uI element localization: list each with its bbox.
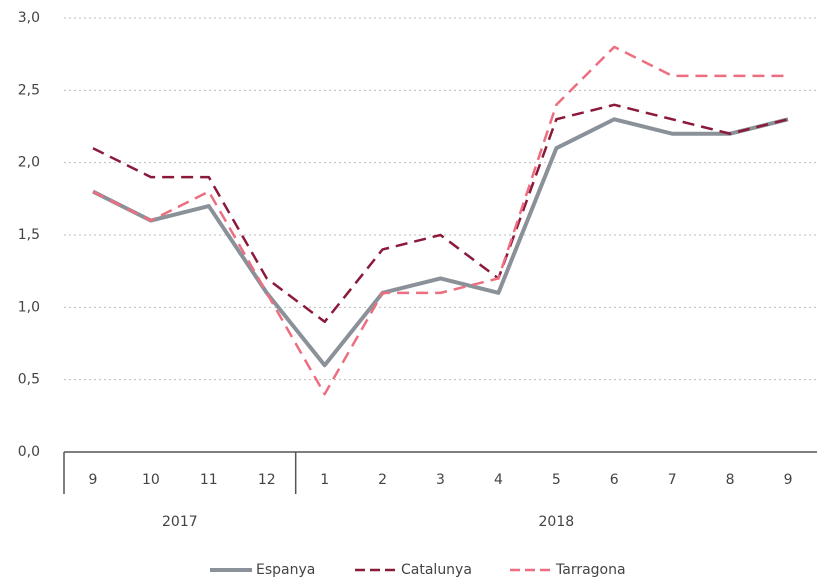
y-tick-label: 0,5 bbox=[18, 372, 40, 388]
line-series bbox=[92, 45, 789, 396]
y-tick-label: 2,5 bbox=[18, 82, 40, 98]
x-group-label: 2017 bbox=[162, 514, 198, 530]
x-tick-label: 12 bbox=[258, 472, 276, 488]
y-tick-label: 0,0 bbox=[18, 444, 40, 460]
x-tick-label: 9 bbox=[89, 472, 98, 488]
x-tick-label: 9 bbox=[784, 472, 793, 488]
y-tick-label: 1,5 bbox=[18, 227, 40, 243]
y-tick-label: 1,0 bbox=[18, 299, 40, 315]
line-series bbox=[92, 117, 789, 368]
x-tick-label: 6 bbox=[610, 472, 619, 488]
x-tick-label: 8 bbox=[726, 472, 735, 488]
x-group-label: 2018 bbox=[539, 514, 575, 530]
x-tick-label: 10 bbox=[142, 472, 160, 488]
x-tick-label: 1 bbox=[320, 472, 329, 488]
x-tick-label: 7 bbox=[668, 472, 677, 488]
y-tick-label: 3,0 bbox=[18, 10, 40, 26]
x-tick-label: 2 bbox=[378, 472, 387, 488]
x-tick-label: 3 bbox=[436, 472, 445, 488]
legend-label: Catalunya bbox=[401, 562, 472, 578]
legend-label: Tarragona bbox=[555, 562, 626, 578]
x-tick-label: 11 bbox=[200, 472, 218, 488]
legend-label: Espanya bbox=[256, 562, 315, 578]
x-tick-label: 5 bbox=[552, 472, 561, 488]
y-tick-label: 2,0 bbox=[18, 155, 40, 171]
line-series bbox=[92, 103, 789, 324]
x-tick-label: 4 bbox=[494, 472, 503, 488]
